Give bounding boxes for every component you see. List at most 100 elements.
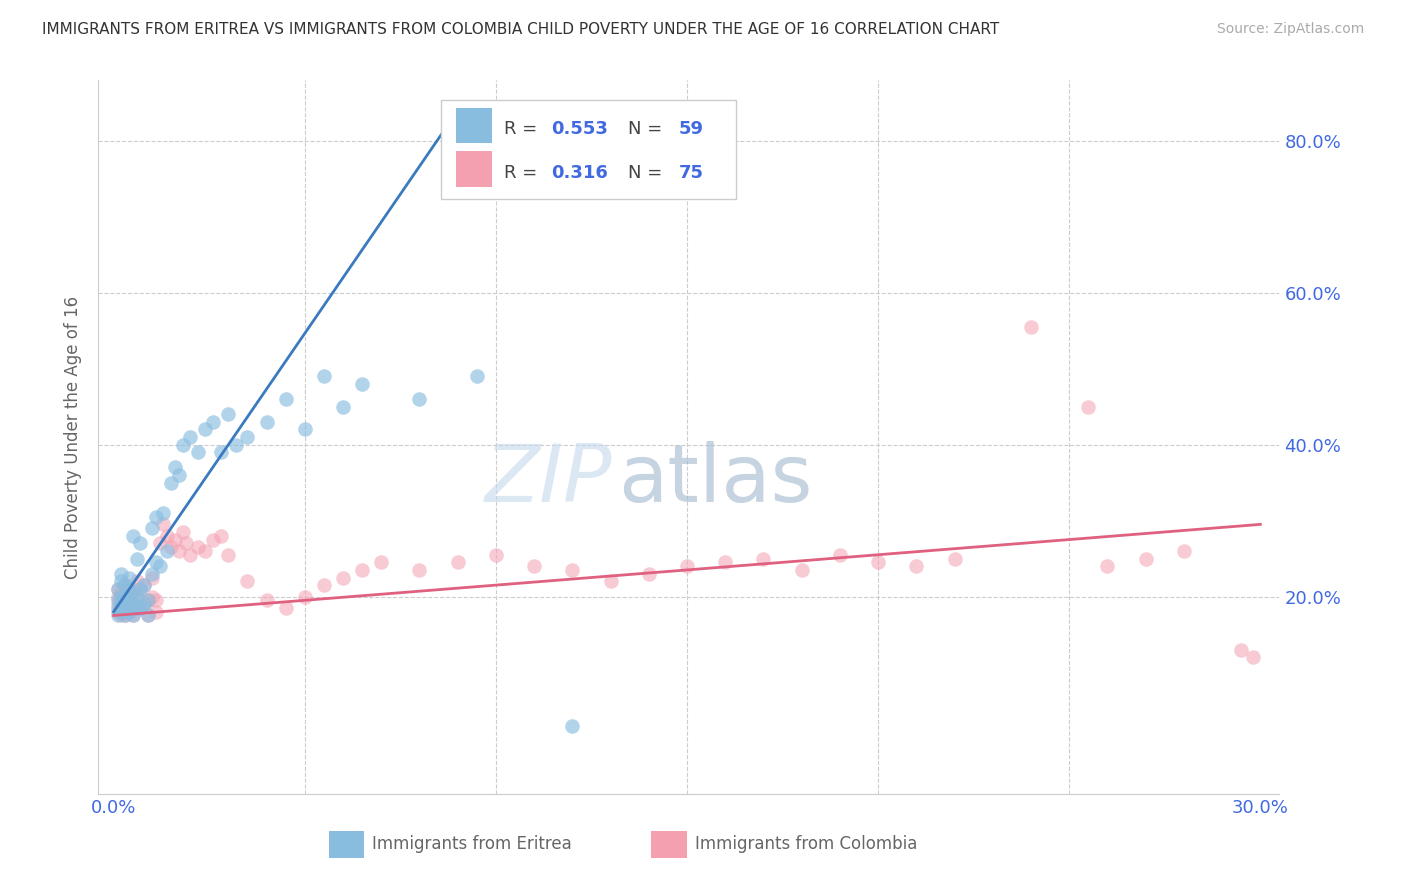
Point: [312, 578, 335, 592]
Point: [134, 597, 156, 611]
Point: [107, 582, 129, 596]
Point: [125, 574, 148, 589]
Point: [129, 536, 152, 550]
Point: [561, 718, 583, 732]
Point: [274, 600, 297, 615]
Point: [561, 563, 583, 577]
Point: [225, 438, 247, 452]
Point: [136, 593, 159, 607]
Point: [167, 468, 190, 483]
Bar: [457, 152, 492, 187]
Point: [107, 608, 129, 623]
Point: [141, 521, 163, 535]
Point: [110, 566, 132, 581]
Point: [134, 578, 156, 592]
Text: Immigrants from Colombia: Immigrants from Colombia: [695, 835, 917, 853]
Point: [714, 555, 737, 569]
Point: [172, 524, 194, 539]
Text: Source: ZipAtlas.com: Source: ZipAtlas.com: [1216, 22, 1364, 37]
Point: [107, 605, 129, 619]
Point: [145, 509, 167, 524]
Point: [118, 593, 141, 607]
Text: N =: N =: [627, 164, 668, 182]
Point: [209, 529, 232, 543]
Point: [179, 548, 201, 562]
Point: [118, 593, 141, 607]
Point: [148, 536, 170, 550]
Point: [943, 551, 966, 566]
Point: [637, 566, 659, 581]
Point: [236, 574, 259, 589]
Point: [121, 608, 143, 623]
Bar: [457, 108, 492, 144]
Point: [125, 551, 148, 566]
Point: [599, 574, 621, 589]
Point: [129, 582, 152, 596]
Point: [160, 540, 183, 554]
Point: [141, 590, 163, 604]
Point: [465, 369, 488, 384]
Point: [110, 585, 132, 599]
Point: [676, 559, 699, 574]
Point: [370, 555, 392, 569]
Point: [136, 608, 159, 623]
Text: 0.316: 0.316: [551, 164, 607, 182]
Point: [163, 533, 186, 547]
Point: [294, 422, 316, 436]
Point: [114, 600, 136, 615]
Point: [187, 540, 209, 554]
Point: [121, 608, 143, 623]
Point: [312, 369, 335, 384]
Point: [110, 605, 132, 619]
Point: [136, 608, 159, 623]
Point: [485, 548, 508, 562]
Point: [167, 544, 190, 558]
FancyBboxPatch shape: [441, 100, 737, 200]
Point: [1173, 544, 1195, 558]
Point: [1241, 650, 1264, 665]
Point: [447, 555, 470, 569]
Point: [217, 407, 239, 421]
Point: [114, 590, 136, 604]
Point: [163, 460, 186, 475]
Point: [217, 548, 239, 562]
Point: [121, 529, 143, 543]
Point: [156, 544, 179, 558]
Point: [148, 559, 170, 574]
Point: [129, 600, 152, 615]
Point: [125, 600, 148, 615]
Point: [194, 544, 217, 558]
Point: [145, 593, 167, 607]
Point: [107, 582, 129, 596]
Point: [110, 608, 132, 623]
Point: [868, 555, 890, 569]
Point: [118, 570, 141, 584]
Point: [121, 597, 143, 611]
Text: R =: R =: [503, 120, 543, 138]
Point: [114, 608, 136, 623]
Point: [141, 566, 163, 581]
Point: [114, 608, 136, 623]
Point: [179, 430, 201, 444]
Point: [121, 597, 143, 611]
Point: [408, 563, 430, 577]
Point: [160, 475, 183, 490]
Text: 0.553: 0.553: [551, 120, 607, 138]
Point: [352, 376, 374, 391]
Point: [141, 570, 163, 584]
Point: [1097, 559, 1119, 574]
Point: [1077, 400, 1099, 414]
Point: [125, 590, 148, 604]
Point: [152, 517, 174, 532]
Point: [129, 582, 152, 596]
Point: [256, 593, 278, 607]
Point: [1230, 642, 1253, 657]
Text: Immigrants from Eritrea: Immigrants from Eritrea: [373, 835, 572, 853]
Text: ZIP: ZIP: [485, 441, 612, 519]
Text: R =: R =: [503, 164, 543, 182]
Point: [187, 445, 209, 459]
Point: [114, 578, 136, 592]
Point: [121, 585, 143, 599]
Point: [110, 597, 132, 611]
Point: [202, 533, 225, 547]
